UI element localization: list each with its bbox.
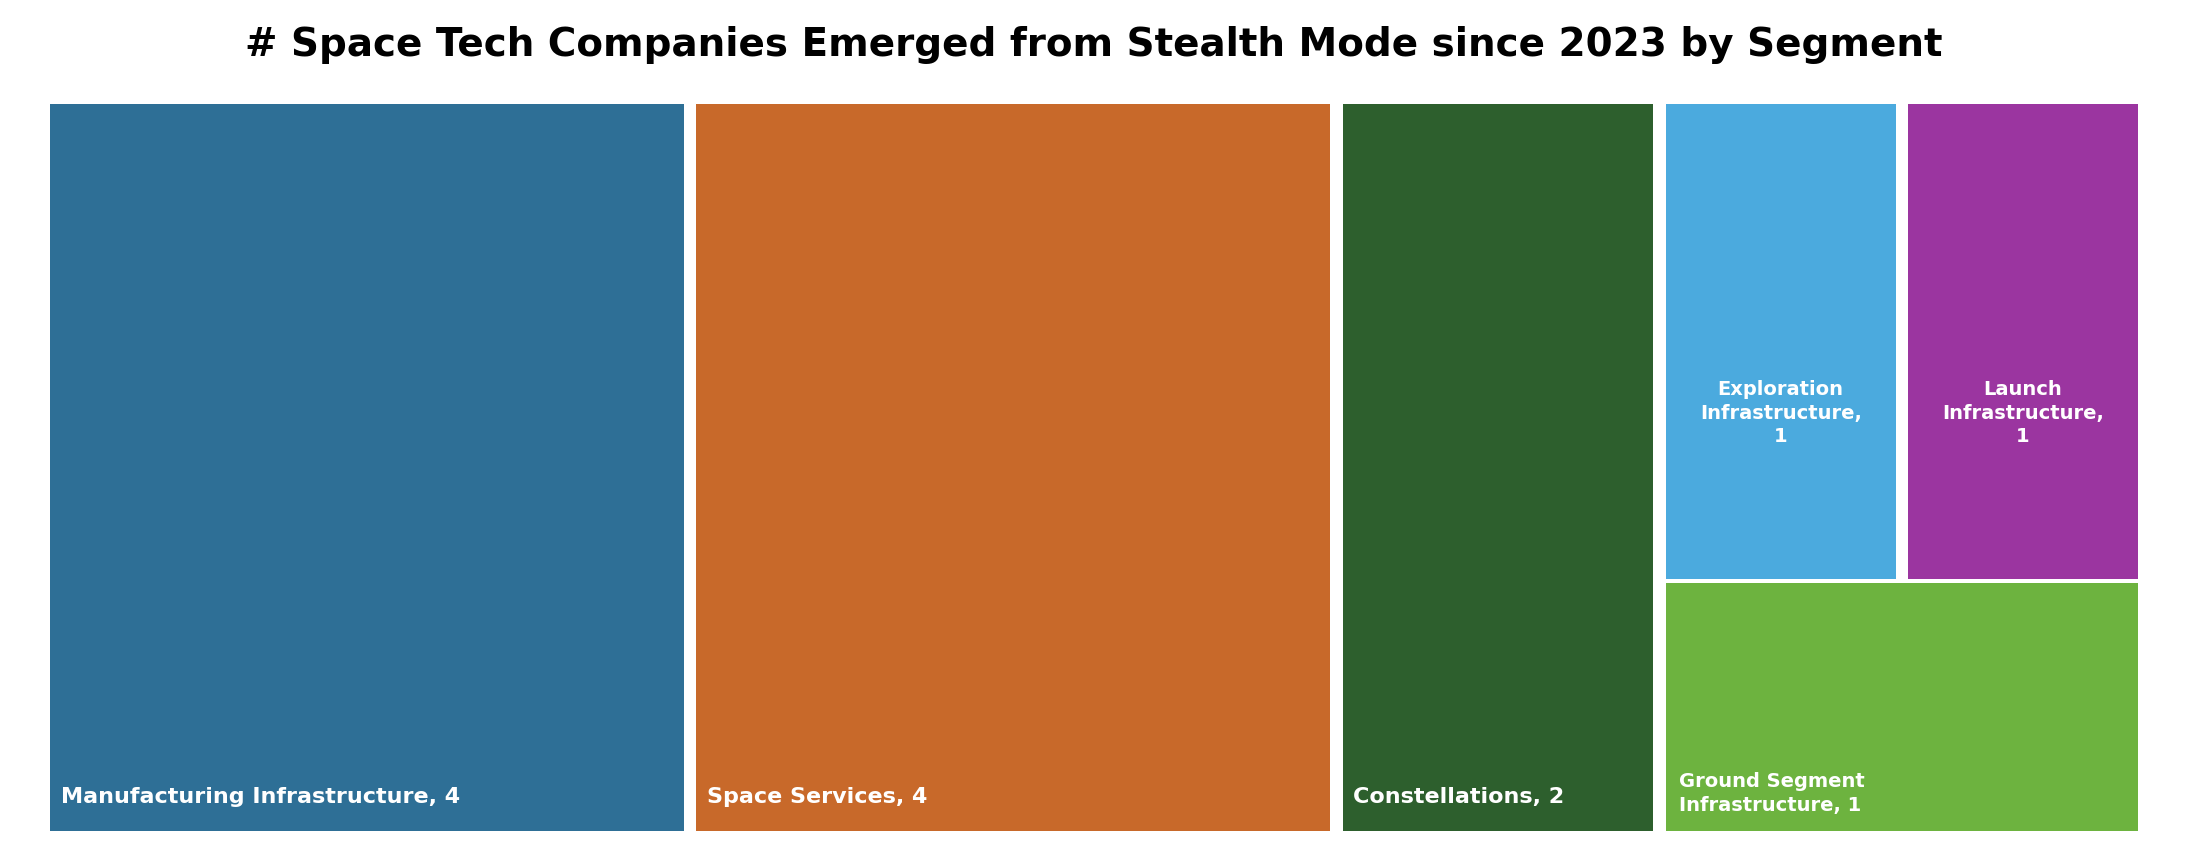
Bar: [1665, 583, 2138, 830]
Text: Constellations, 2: Constellations, 2: [1352, 787, 1564, 808]
Text: # Space Tech Companies Emerged from Stealth Mode since 2023 by Segment: # Space Tech Companies Emerged from Stea…: [245, 26, 1943, 64]
Text: Exploration
Infrastructure,
1: Exploration Infrastructure, 1: [1700, 380, 1862, 446]
Text: Space Services, 4: Space Services, 4: [707, 787, 928, 808]
Bar: [696, 105, 1330, 830]
Bar: [1908, 105, 2138, 579]
Bar: [50, 105, 685, 830]
Bar: [1665, 105, 1895, 579]
Text: Manufacturing Infrastructure, 4: Manufacturing Infrastructure, 4: [61, 787, 459, 808]
Text: Launch
Infrastructure,
1: Launch Infrastructure, 1: [1943, 380, 2105, 446]
Bar: [1343, 105, 1654, 830]
Text: Ground Segment
Infrastructure, 1: Ground Segment Infrastructure, 1: [1678, 772, 1864, 814]
